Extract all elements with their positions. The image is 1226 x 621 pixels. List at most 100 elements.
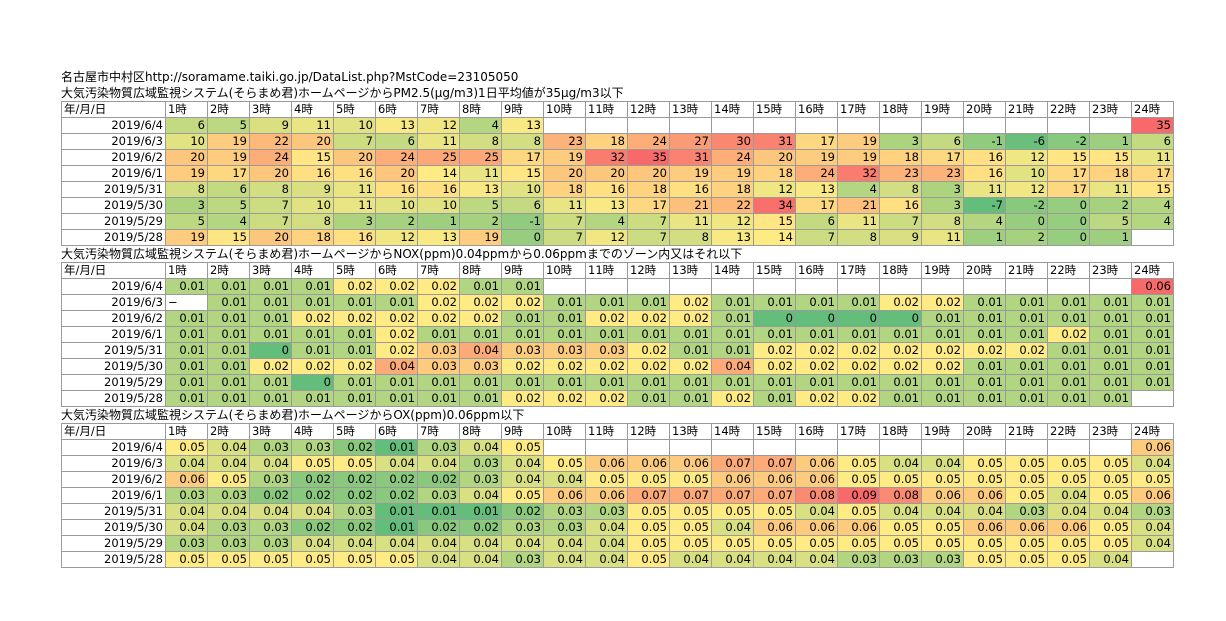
value-cell[interactable]: 5 [1089, 213, 1132, 230]
value-cell[interactable]: 0.01 [753, 294, 796, 311]
value-cell[interactable]: 0.04 [459, 487, 502, 504]
value-cell[interactable]: 11 [333, 181, 376, 198]
hour-column-header[interactable]: 9時 [501, 423, 544, 440]
value-cell[interactable]: 0.01 [417, 503, 460, 520]
value-cell[interactable]: 0.01 [795, 294, 838, 311]
value-cell[interactable] [669, 278, 712, 295]
hour-column-header[interactable]: 22時 [1047, 262, 1090, 279]
value-cell[interactable]: 0.02 [711, 390, 754, 407]
hour-column-header[interactable]: 18時 [879, 101, 922, 118]
value-cell[interactable]: 0.05 [1005, 551, 1048, 568]
value-cell[interactable]: 20 [333, 149, 376, 166]
value-cell[interactable]: 0.02 [837, 390, 880, 407]
hour-column-header[interactable]: 16時 [795, 262, 838, 279]
value-cell[interactable]: 0.04 [921, 455, 964, 472]
value-cell[interactable]: 0.05 [543, 455, 586, 472]
value-cell[interactable]: 0.05 [627, 503, 670, 520]
value-cell[interactable]: 0.07 [711, 455, 754, 472]
value-cell[interactable]: 0.01 [375, 439, 418, 456]
value-cell[interactable]: 0.02 [627, 342, 670, 359]
value-cell[interactable]: 13 [375, 117, 418, 134]
date-cell[interactable]: 2019/5/29 [61, 535, 166, 552]
value-cell[interactable]: 22 [711, 197, 754, 214]
value-cell[interactable]: 0.01 [1005, 374, 1048, 391]
value-cell[interactable]: 19 [837, 149, 880, 166]
value-cell[interactable]: 0.01 [627, 326, 670, 343]
value-cell[interactable]: 0.05 [627, 471, 670, 488]
value-cell[interactable]: 0.01 [165, 390, 208, 407]
value-cell[interactable] [1047, 278, 1090, 295]
value-cell[interactable]: 0.02 [795, 358, 838, 375]
hour-column-header[interactable]: 11時 [585, 262, 628, 279]
value-cell[interactable]: 0.06 [795, 519, 838, 536]
value-cell[interactable] [1047, 117, 1090, 134]
value-cell[interactable]: 7 [879, 213, 922, 230]
value-cell[interactable]: 0.01 [375, 374, 418, 391]
hour-column-header[interactable]: 19時 [921, 423, 964, 440]
hour-column-header[interactable]: 24時 [1131, 101, 1174, 118]
value-cell[interactable]: 0.05 [207, 551, 250, 568]
value-cell[interactable]: 0.01 [501, 326, 544, 343]
hour-column-header[interactable]: 14時 [711, 423, 754, 440]
value-cell[interactable]: 15 [753, 213, 796, 230]
value-cell[interactable]: 10 [375, 197, 418, 214]
value-cell[interactable]: 23 [879, 165, 922, 182]
value-cell[interactable]: 0.02 [291, 310, 334, 327]
value-cell[interactable]: 0.04 [879, 455, 922, 472]
value-cell[interactable]: 0.02 [417, 278, 460, 295]
value-cell[interactable]: 0.04 [711, 519, 754, 536]
value-cell[interactable]: 16 [333, 165, 376, 182]
value-cell[interactable]: 8 [249, 181, 292, 198]
value-cell[interactable]: 0.04 [1131, 519, 1174, 536]
value-cell[interactable]: 0.06 [1131, 439, 1174, 456]
value-cell[interactable]: 0 [879, 310, 922, 327]
value-cell[interactable]: 16 [963, 149, 1006, 166]
value-cell[interactable]: 0.01 [459, 278, 502, 295]
hour-column-header[interactable]: 13時 [669, 423, 712, 440]
value-cell[interactable]: 0.02 [333, 487, 376, 504]
date-cell[interactable]: 2019/5/28 [61, 551, 166, 568]
value-cell[interactable]: 2 [1089, 197, 1132, 214]
value-cell[interactable]: 0.04 [165, 519, 208, 536]
value-cell[interactable]: 0.01 [333, 374, 376, 391]
value-cell[interactable]: 0.01 [795, 326, 838, 343]
value-cell[interactable]: 0.01 [249, 294, 292, 311]
value-cell[interactable]: 0.04 [711, 358, 754, 375]
value-cell[interactable]: 0.05 [837, 455, 880, 472]
value-cell[interactable]: 0.04 [501, 455, 544, 472]
value-cell[interactable]: 20 [753, 149, 796, 166]
value-cell[interactable]: 0.01 [753, 326, 796, 343]
value-cell[interactable]: 0.04 [249, 503, 292, 520]
value-cell[interactable]: 0.01 [1005, 310, 1048, 327]
value-cell[interactable]: 0.02 [879, 342, 922, 359]
value-cell[interactable]: 16 [417, 181, 460, 198]
value-cell[interactable]: 0.04 [585, 551, 628, 568]
value-cell[interactable]: 0.05 [963, 535, 1006, 552]
date-cell[interactable]: 2019/5/29 [61, 213, 166, 230]
value-cell[interactable]: 18 [627, 181, 670, 198]
date-column-header[interactable]: 年/月/日 [61, 262, 166, 279]
value-cell[interactable]: 0.02 [501, 294, 544, 311]
value-cell[interactable]: 0.01 [711, 326, 754, 343]
value-cell[interactable]: 15 [501, 165, 544, 182]
value-cell[interactable]: 0.02 [375, 487, 418, 504]
value-cell[interactable]: 11 [417, 133, 460, 150]
value-cell[interactable]: 0.01 [165, 278, 208, 295]
value-cell[interactable]: 4 [207, 213, 250, 230]
value-cell[interactable]: 24 [795, 165, 838, 182]
hour-column-header[interactable]: 23時 [1089, 101, 1132, 118]
value-cell[interactable]: 17 [1047, 181, 1090, 198]
value-cell[interactable]: 0.05 [165, 551, 208, 568]
value-cell[interactable]: 5 [459, 197, 502, 214]
value-cell[interactable]: 0.05 [165, 439, 208, 456]
value-cell[interactable] [585, 439, 628, 456]
value-cell[interactable] [963, 439, 1006, 456]
value-cell[interactable]: 0.01 [795, 374, 838, 391]
value-cell[interactable]: 16 [963, 165, 1006, 182]
value-cell[interactable] [543, 117, 586, 134]
value-cell[interactable]: 0.02 [333, 278, 376, 295]
value-cell[interactable]: 0.01 [417, 390, 460, 407]
hour-column-header[interactable]: 6時 [375, 423, 418, 440]
value-cell[interactable]: 0.01 [375, 390, 418, 407]
value-cell[interactable]: 5 [207, 197, 250, 214]
